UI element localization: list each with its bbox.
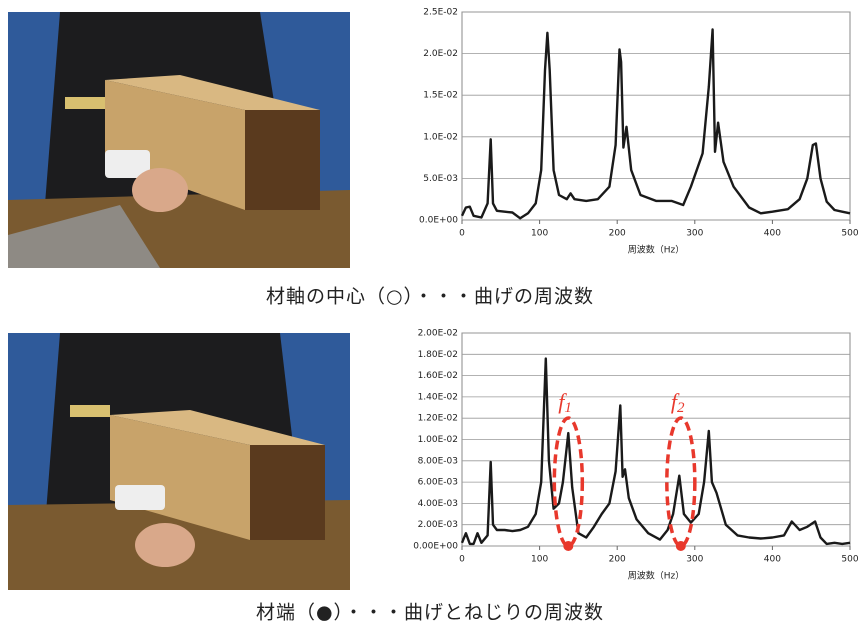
x-tick-label: 500 [841,229,858,239]
x-tick-label: 0 [459,229,465,239]
x-tick-label: 400 [764,229,781,239]
annotation-ellipse [665,416,697,548]
y-tick-label: 6.00E-03 [418,478,458,488]
annotation-label: f2 [671,389,685,416]
y-tick-label: 2.5E-02 [423,8,458,18]
y-tick-label: 2.00E-03 [418,520,458,530]
x-tick-label: 200 [609,229,626,239]
y-tick-label: 1.60E-02 [418,371,458,381]
y-tick-label: 2.0E-02 [423,49,458,59]
annotation-subscript: 1 [564,400,572,416]
y-tick-label: 1.80E-02 [418,350,458,360]
caption: 材端（●）・・・曲げとねじりの周波数 [256,602,604,624]
x-tick-label: 100 [531,555,548,565]
annotation-ellipse [552,416,585,548]
x-tick-label: 300 [686,555,703,565]
y-tick-label: 4.00E-03 [418,499,458,509]
y-tick-label: 2.00E-02 [418,329,458,339]
caption: 材軸の中心（○）・・・曲げの周波数 [266,286,594,308]
x-tick-label: 300 [686,229,703,239]
annotation-letter: f [558,389,567,414]
plot-area [461,11,851,221]
y-tick-label: 1.40E-02 [418,392,458,402]
y-tick-label: 1.00E-02 [418,435,458,445]
y-tick-label: 5.0E-03 [423,174,458,184]
photo-end-tap [8,333,350,590]
x-axis-label: 周波数（Hz） [628,570,685,582]
y-tick-label: 1.5E-02 [423,91,458,101]
x-axis-label: 周波数（Hz） [628,244,685,256]
y-tick-label: 0.0E+00 [419,216,458,226]
annotation-dot [675,541,686,551]
annotation-letter: f [671,389,680,414]
x-tick-label: 200 [609,555,626,565]
spectrum-line [460,357,851,546]
annotation-dot [563,541,574,551]
y-tick-label: 8.00E-03 [418,456,458,466]
y-tick-label: 0.00E+00 [413,542,458,552]
annotation-subscript: 2 [677,400,685,416]
x-tick-label: 100 [531,229,548,239]
photo-center-tap [8,12,350,268]
annotation-label: f1 [558,389,572,416]
x-tick-label: 400 [764,555,781,565]
spectrum-line [460,28,851,220]
x-tick-label: 500 [841,555,858,565]
x-tick-label: 0 [459,555,465,565]
y-tick-label: 1.20E-02 [418,414,458,424]
y-tick-label: 1.0E-02 [423,132,458,142]
